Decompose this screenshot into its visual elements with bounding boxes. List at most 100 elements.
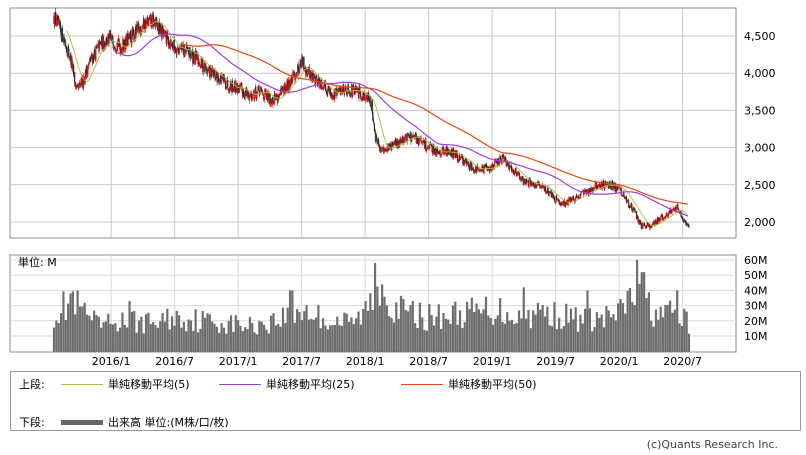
- volume-bar: [281, 307, 285, 352]
- candle-body: [56, 15, 58, 18]
- candle-body: [373, 121, 375, 124]
- candle-body: [250, 93, 253, 100]
- volume-bar: [579, 314, 582, 352]
- candle-body: [106, 36, 109, 45]
- volume-bar: [572, 319, 575, 352]
- candle-body: [263, 96, 265, 101]
- candle-body: [360, 97, 362, 99]
- candle-body: [185, 51, 187, 52]
- candle-body: [179, 48, 181, 49]
- candle-body: [594, 187, 596, 189]
- volume-bar: [317, 304, 320, 352]
- volume-bar: [152, 322, 155, 352]
- volume-bar: [326, 329, 329, 352]
- candle-body: [582, 190, 584, 192]
- volume-bar: [121, 312, 124, 352]
- volume-bar: [246, 329, 249, 352]
- candle-body: [86, 65, 88, 72]
- volume-bar: [390, 317, 393, 352]
- candle-body: [404, 135, 406, 142]
- volume-bar: [569, 308, 573, 352]
- volume-bar: [539, 309, 542, 352]
- candle-body: [544, 185, 547, 193]
- candle-body: [492, 165, 494, 169]
- volume-bar: [468, 309, 471, 352]
- candle-body: [72, 64, 74, 67]
- candle-body: [405, 134, 407, 139]
- candle-body: [87, 68, 89, 75]
- candle-body: [666, 213, 668, 215]
- volume-bar: [107, 313, 110, 352]
- candle-body: [447, 151, 450, 153]
- candle-body: [458, 160, 460, 162]
- volume-bar: [203, 317, 207, 352]
- volume-bar: [163, 321, 167, 352]
- candle-body: [633, 207, 635, 209]
- candle-body: [301, 56, 303, 67]
- candle-body: [646, 222, 648, 227]
- volume-bar: [135, 332, 138, 352]
- candle-body: [654, 220, 656, 226]
- candle-body: [546, 191, 548, 194]
- volume-bar: [161, 313, 164, 352]
- candle-body: [224, 79, 226, 81]
- candle-body: [563, 199, 566, 204]
- legend-volume-swatch: [61, 419, 103, 425]
- volume-bar: [286, 307, 289, 352]
- candle-body: [149, 17, 151, 20]
- candle-body: [56, 17, 58, 26]
- candle-body: [130, 34, 132, 42]
- volume-bar: [218, 332, 221, 352]
- candle-body: [343, 85, 345, 92]
- candle-body: [576, 196, 578, 199]
- candle-body: [217, 74, 219, 78]
- volume-bar: [239, 325, 242, 352]
- candle-body: [504, 156, 506, 163]
- volume-bar: [661, 317, 665, 352]
- candle-body: [426, 147, 428, 149]
- price-y-tick-label: 2,000: [744, 216, 776, 229]
- candle-body: [667, 214, 669, 217]
- candle-body: [381, 147, 383, 148]
- candle-body: [531, 182, 533, 186]
- candle-body: [533, 182, 535, 187]
- volume-bar: [406, 311, 410, 352]
- candle-body: [616, 186, 619, 189]
- candle-body: [675, 207, 677, 211]
- volume-bar: [255, 334, 259, 352]
- volume-bar: [253, 332, 256, 352]
- volume-bar: [196, 332, 200, 352]
- candle-body: [264, 89, 266, 92]
- volume-bar: [614, 320, 617, 352]
- volume-bar: [362, 308, 365, 352]
- volume-bar: [206, 313, 209, 352]
- volume-bar: [189, 320, 193, 352]
- candle-body: [254, 94, 256, 100]
- candle-body: [630, 204, 632, 208]
- candle-body: [592, 188, 594, 192]
- candle-body: [231, 80, 234, 92]
- x-tick-label: 2018/7: [409, 355, 448, 368]
- candle-body: [249, 94, 252, 96]
- candle-body: [88, 61, 90, 65]
- candle-body: [332, 95, 334, 97]
- candle-body: [383, 149, 386, 152]
- candle-body: [96, 45, 98, 48]
- candle-body: [631, 203, 633, 211]
- candle-body: [453, 151, 455, 155]
- candle-body: [260, 87, 262, 90]
- candle-body: [269, 94, 271, 106]
- candle-body: [514, 170, 516, 173]
- volume-bar: [683, 308, 686, 352]
- volume-bar: [385, 305, 388, 352]
- legend-ma50-label: 単純移動平均(50): [448, 378, 537, 391]
- candle-body: [680, 211, 682, 217]
- volume-bar: [645, 297, 648, 352]
- candle-body: [329, 89, 332, 96]
- candle-body: [127, 37, 129, 47]
- volume-bar: [305, 305, 308, 352]
- candle-body: [455, 157, 457, 159]
- candle-body: [235, 87, 237, 92]
- volume-bar: [482, 309, 485, 352]
- volume-bar: [558, 317, 561, 352]
